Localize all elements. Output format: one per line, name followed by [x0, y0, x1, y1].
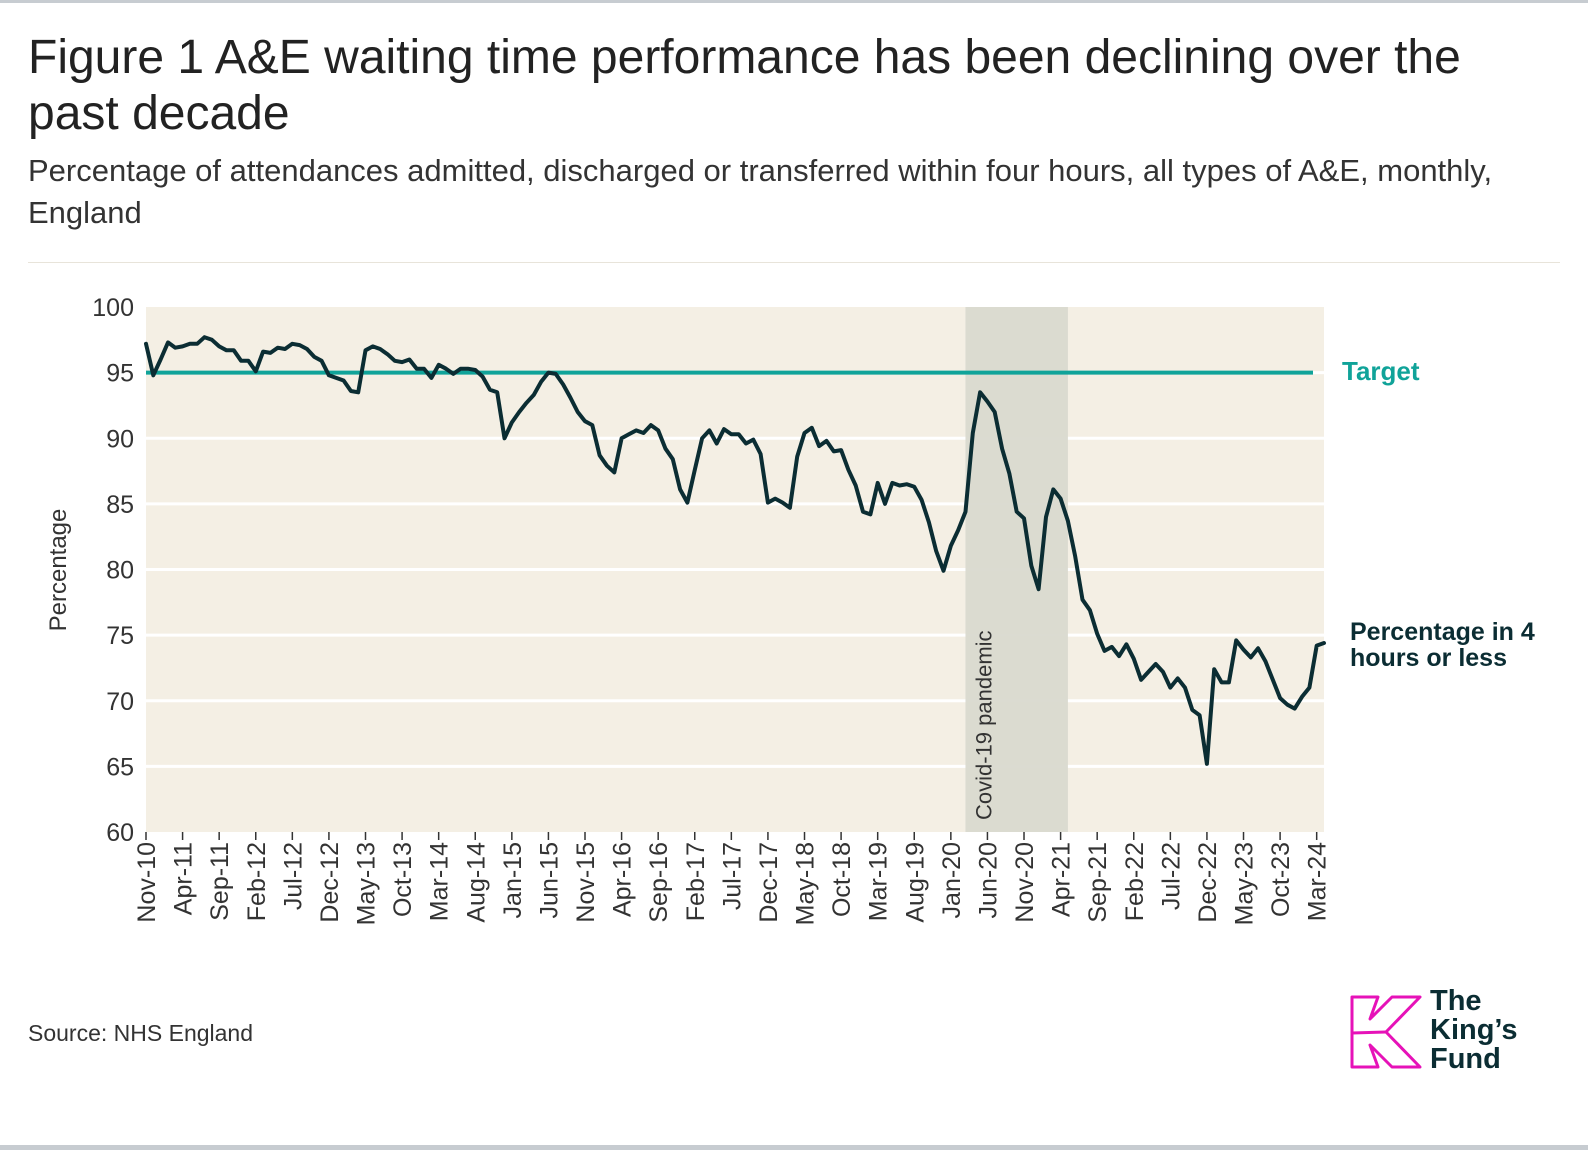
x-tick-label: Mar-19 — [865, 842, 893, 921]
x-tick-label: Dec-22 — [1194, 842, 1222, 923]
x-tick-label: Sep-16 — [645, 842, 673, 923]
series-label: Percentage in 4 hours or less — [1350, 618, 1535, 672]
x-tick-label: May-23 — [1231, 842, 1259, 925]
series-line-percentage-4-hours — [144, 335, 1326, 766]
y-axis-ticks: 60 65 70 75 80 85 90 95 100 — [92, 294, 134, 847]
y-tick-label: 75 — [106, 622, 134, 650]
covid-region-label: Covid-19 pandemic — [971, 630, 996, 820]
x-tick-label: Feb-22 — [1121, 842, 1149, 921]
y-tick-label: 70 — [106, 688, 134, 716]
x-tick-label: May-18 — [792, 842, 820, 925]
logo-line-1: The — [1430, 985, 1482, 1017]
x-tick-label: Jan-15 — [499, 842, 527, 918]
y-tick-label: 100 — [92, 294, 134, 322]
source-note: Source: NHS England — [28, 1020, 254, 1046]
kings-fund-logo: The King’s Fund — [1346, 985, 1546, 1085]
y-tick-label: 65 — [106, 753, 134, 781]
x-tick-label: May-13 — [353, 842, 381, 925]
x-tick-label: Nov-20 — [1011, 842, 1039, 923]
x-tick-label: Feb-17 — [682, 842, 710, 921]
kings-fund-k-icon — [1350, 995, 1422, 1069]
x-tick-label: Sep-11 — [206, 842, 234, 921]
logo-line-3: Fund — [1430, 1043, 1501, 1075]
x-tick-label: Aug-14 — [462, 842, 490, 923]
x-tick-label: Mar-24 — [1304, 842, 1332, 921]
x-tick-label: Oct-18 — [828, 842, 856, 917]
x-tick-label: Nov-15 — [572, 842, 600, 923]
x-tick-label: Apr-11 — [170, 842, 198, 915]
x-tick-label: Jan-20 — [938, 842, 966, 918]
x-tick-label: Apr-21 — [1048, 842, 1076, 917]
y-tick-label: 60 — [106, 819, 134, 847]
chart-subtitle: Percentage of attendances admitted, disc… — [28, 153, 1493, 230]
y-tick-label: 95 — [106, 360, 134, 388]
target-label: Target — [1342, 356, 1420, 386]
logo-line-2: King’s — [1430, 1014, 1518, 1046]
x-tick-label: Sep-21 — [1084, 842, 1112, 923]
x-tick-label: Jul-12 — [279, 842, 307, 910]
x-axis-ticks: Nov-10 Apr-11 Sep-11 Feb-12 Jul-12 Dec-12 May-… — [133, 832, 1332, 925]
top-rule — [0, 0, 1588, 3]
x-tick-label: Mar-14 — [426, 842, 454, 921]
y-tick-label: 90 — [106, 425, 134, 453]
chart-title: Figure 1 A&E waiting time performance ha… — [28, 31, 1461, 140]
x-tick-label: Jun-15 — [535, 842, 563, 918]
x-tick-label: Jul-22 — [1157, 842, 1185, 910]
x-tick-label: Aug-19 — [901, 842, 929, 923]
x-tick-label: Oct-23 — [1267, 842, 1295, 917]
x-tick-label: Apr-16 — [609, 842, 637, 917]
x-tick-label: Jun-20 — [974, 842, 1002, 918]
x-tick-label: Oct-13 — [389, 842, 417, 917]
y-tick-label: 80 — [106, 557, 134, 585]
x-tick-label: Dec-12 — [316, 842, 344, 923]
line-chart: 60 65 70 75 80 85 90 95 100 Nov-10 Apr-11 Sep-11 Fe… — [45, 294, 1535, 925]
y-axis-label: Percentage — [45, 509, 72, 632]
x-tick-label: Nov-10 — [133, 842, 161, 923]
x-tick-label: Jul-17 — [718, 842, 746, 910]
x-tick-label: Feb-12 — [243, 842, 271, 921]
x-tick-label: Dec-17 — [755, 842, 783, 923]
header-divider — [28, 262, 1560, 263]
bottom-rule — [0, 1145, 1588, 1150]
y-tick-label: 85 — [106, 491, 134, 519]
kings-fund-wordmark: The King’s Fund — [1430, 987, 1518, 1074]
